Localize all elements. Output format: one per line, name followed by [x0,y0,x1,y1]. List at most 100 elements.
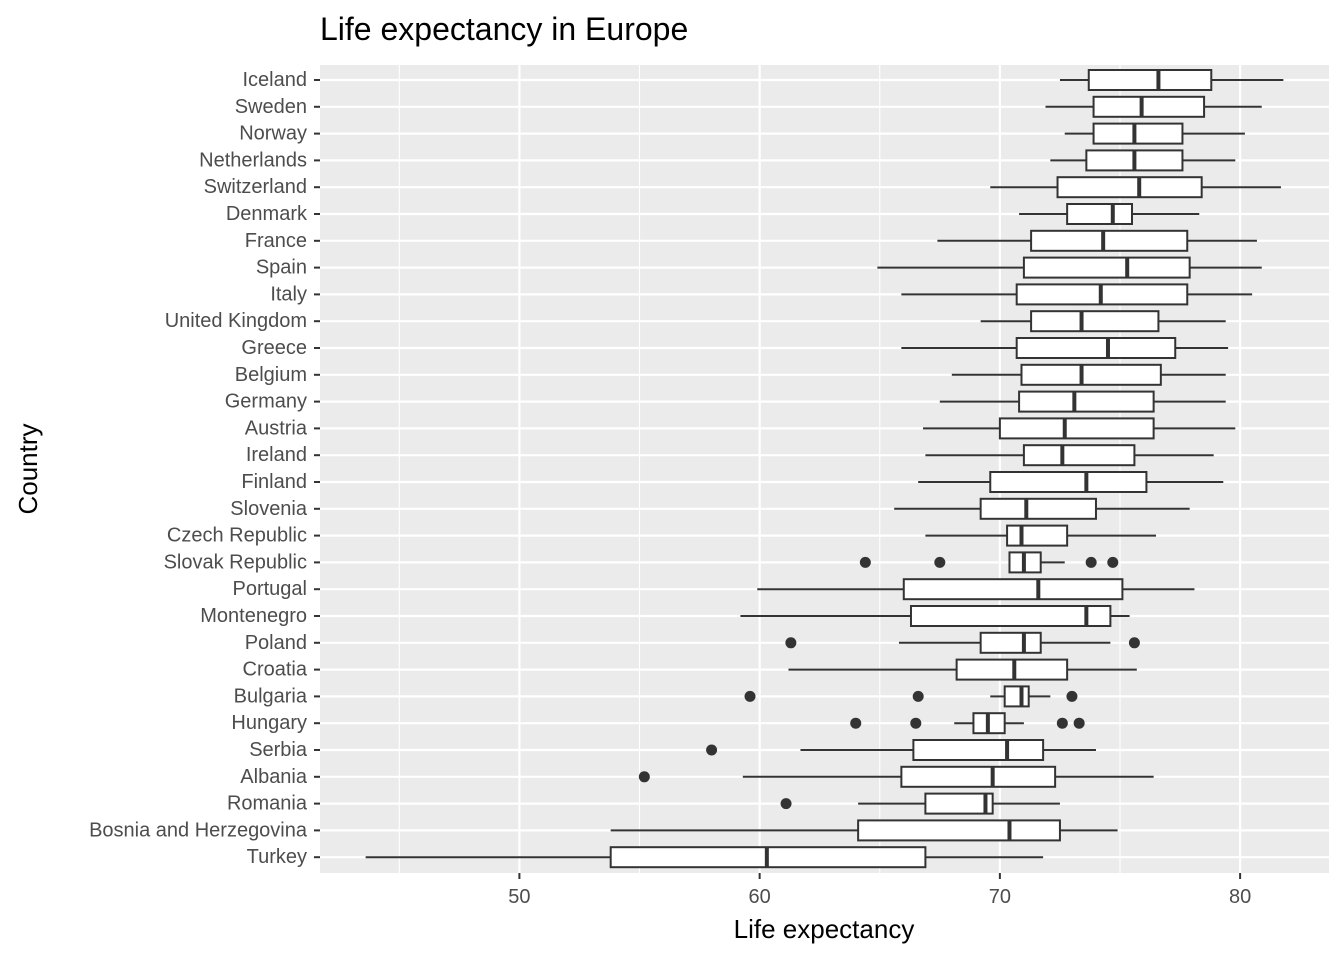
box-croatia [788,658,1137,681]
iqr-box [1022,256,1191,279]
iqr-box [1056,176,1203,199]
y-tick-label: United Kingdom [165,310,307,332]
y-tick-label: Bosnia and Herzegovina [89,819,308,841]
iqr-box [902,578,1124,601]
box-slovak-republic [859,551,1119,574]
y-tick-label: Ireland [246,444,307,466]
y-tick-label: Austria [245,417,308,439]
box-turkey [365,846,1044,869]
box-netherlands [1050,149,1236,172]
box-czech-republic [925,524,1157,547]
iqr-box [1030,310,1160,333]
box-romania [780,792,1060,815]
box-bulgaria [744,685,1078,708]
y-tick-label: Finland [241,471,307,493]
plot-panel [320,65,1329,873]
y-tick-label: Netherlands [199,149,307,171]
iqr-box [909,605,1112,627]
outlier-point [744,690,756,702]
iqr-box [1030,229,1189,252]
box-greece [901,337,1229,359]
iqr-box [1087,69,1213,91]
iqr-box [955,658,1069,681]
y-tick-label: Belgium [235,364,307,386]
box-bosnia-and-herzegovina [610,819,1118,842]
y-tick-label: Spain [256,257,307,279]
outlier-point [1128,637,1140,649]
iqr-box [989,471,1148,493]
box-germany [939,390,1226,413]
box-france [937,229,1257,252]
y-tick-label: Norway [239,123,307,145]
boxes [365,69,1284,869]
y-tick-label: Croatia [243,659,308,681]
outlier-point [910,717,922,729]
chart-title: Life expectancy in Europe [320,11,688,47]
x-tick-label: 80 [1229,886,1251,908]
y-tick-label: Romania [227,793,308,815]
box-slovenia [894,497,1190,520]
y-tick-label: Portugal [233,578,308,600]
outlier-point [1073,717,1085,729]
outlier-point [780,798,792,810]
iqr-box [1020,363,1162,386]
box-montenegro [740,605,1130,627]
outlier-point [1085,556,1097,568]
box-poland [785,631,1140,654]
outlier-point [785,637,797,649]
y-tick-label: Albania [240,766,308,788]
box-sweden [1045,95,1262,118]
iqr-box [1015,337,1177,359]
box-austria [922,417,1236,440]
box-hungary [850,712,1085,735]
y-tick-label: Slovak Republic [164,551,307,573]
x-axis-title: Life expectancy [734,914,915,944]
iqr-box [998,417,1155,440]
outlier-point [638,771,650,783]
x-tick-label: 70 [989,886,1011,908]
outlier-point [912,690,924,702]
iqr-box [1066,203,1134,225]
outlier-point [706,744,718,756]
outlier-point [850,717,862,729]
x-tick-label: 50 [508,886,530,908]
outlier-point [934,556,946,568]
outlier-point [859,556,871,568]
y-tick-label: Iceland [243,69,308,91]
box-finland [918,471,1224,493]
box-albania [638,765,1154,788]
y-tick-label: Serbia [249,739,308,761]
iqr-box [1006,524,1069,547]
iqr-box [1022,444,1136,467]
iqr-box [1092,122,1184,145]
y-axis: Iceland Sweden Norway Netherlands Switzerlan… [89,69,320,868]
y-tick-label: Hungary [231,712,307,734]
iqr-box [900,765,1057,788]
y-tick-label: Switzerland [204,176,307,198]
iqr-box [1003,685,1030,708]
box-norway [1064,122,1245,145]
box-italy [901,283,1253,306]
y-tick-label: Montenegro [200,605,307,627]
box-belgium [951,363,1226,386]
box-ireland [925,444,1214,467]
x-tick-label: 60 [749,886,771,908]
iqr-box [857,819,1061,842]
y-tick-label: Slovenia [230,498,308,520]
y-axis-title: Country [13,423,43,514]
box-portugal [757,578,1195,601]
box-iceland [1059,69,1284,91]
y-tick-label: Italy [270,283,307,305]
x-axis: 50 60 70 80 [508,873,1251,908]
outlier-point [1066,690,1078,702]
y-tick-label: Czech Republic [167,525,307,547]
y-tick-label: Denmark [226,203,308,225]
box-spain [877,256,1262,279]
iqr-box [1018,390,1155,413]
y-tick-label: Bulgaria [234,685,308,707]
iqr-box [912,739,1045,761]
box-switzerland [990,176,1281,199]
box-united-kingdom [980,310,1226,333]
box-serbia [706,739,1096,761]
